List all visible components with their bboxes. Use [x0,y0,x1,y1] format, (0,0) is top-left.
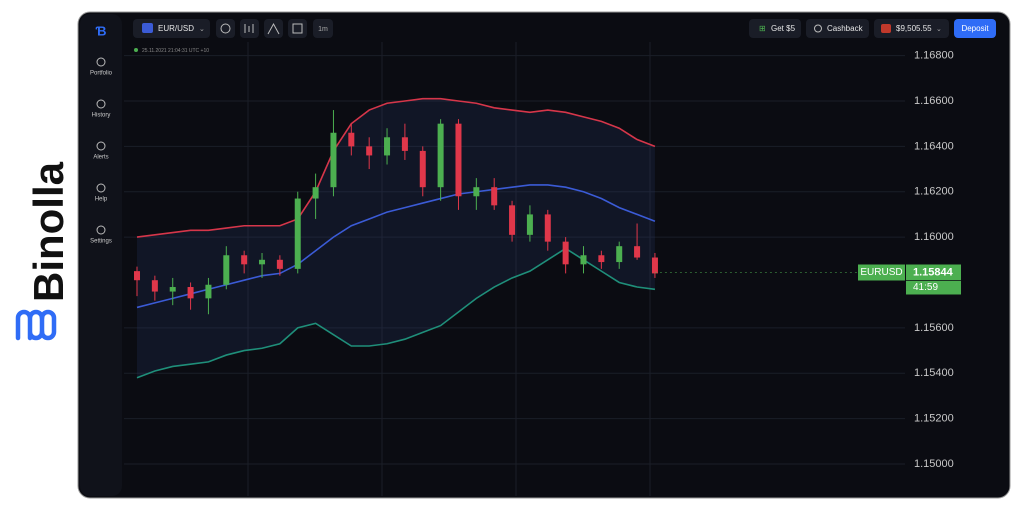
y-tick-label: 1.16000 [914,231,954,243]
dropdown-arrow: ⌄ [199,26,205,33]
candle-body [437,123,444,188]
candle-body [294,198,301,269]
info-icon [220,23,231,34]
live-dot [134,48,138,52]
candle-body [580,255,587,265]
candle-body [205,284,212,299]
candle-body [151,280,158,292]
flag-icon [142,23,153,33]
sidebar-label: Alerts [93,155,108,161]
deposit-button[interactable] [954,19,996,38]
candle-body [312,187,319,199]
sidebar-item[interactable]: Portfolio [90,57,113,77]
y-tick-label: 1.16600 [914,95,954,107]
pair-label: EUR/USD [158,24,194,33]
sidebar-icon [96,141,106,151]
sidebar-icon [96,225,106,235]
y-tick-label: 1.16400 [914,140,954,152]
sidebar-item[interactable]: Settings [90,225,112,245]
dropdown-arrow: ⌄ [936,26,942,33]
sidebar-label: Settings [90,239,112,245]
app-frame [77,11,1011,499]
sidebar [80,14,122,496]
candle-body [223,255,230,285]
deposit-label: Deposit [961,24,989,33]
vertical-grid [247,42,651,496]
sidebar-label: Portfolio [90,71,113,77]
y-tick-label: 1.15200 [914,413,954,425]
candle-body [401,137,408,151]
candle-body [384,137,391,156]
sidebar-icon [96,99,106,109]
candle-body [169,287,176,292]
price-tag [906,264,961,295]
candle-body [491,187,498,206]
y-tick-label: 1.15400 [914,367,954,379]
bonus-button[interactable] [749,19,801,38]
candle-body [455,123,462,197]
chart-type-button[interactable] [288,19,307,38]
timer-label: 41:59 [913,282,938,293]
candle-body [562,241,569,265]
indicators-icon [244,24,254,33]
candle-body [134,271,140,281]
candle-body [419,150,426,188]
cashback-icon [814,24,822,33]
candle-body [241,255,248,265]
sidebar-item[interactable]: Alerts [93,141,109,161]
y-tick-label: 1.15600 [914,322,954,334]
candle-body [509,205,516,235]
price-label: 1.15844 [913,266,954,278]
symbol-tag [858,264,905,281]
sidebar-icon [96,57,106,67]
brand-logo [15,309,57,341]
candle-body [651,257,658,274]
candle-body [259,259,266,265]
y-tick-label: 1.16200 [914,186,954,198]
gift-icon: ⊞ [759,24,766,33]
flag-icon [881,24,891,33]
drawing-icon [267,22,280,35]
candle-body [366,146,373,156]
chart-type-icon [292,23,303,34]
candle-body [276,259,283,269]
band-fill [137,98,655,378]
candle-body [616,246,623,263]
sidebar-item[interactable]: Help [95,183,108,203]
balance-label: $9,505.55 [896,24,932,33]
sidebar-label: History [92,113,111,119]
candle-body [473,187,480,197]
bonus-label: Get $5 [771,24,796,33]
cashback-label: Cashback [827,24,864,33]
symbol-label: EURUSD [860,267,902,278]
candle-body [634,246,641,258]
timeframe-label: 1m [318,26,328,33]
candle-body [598,255,605,263]
sidebar-item[interactable]: History [92,99,111,119]
band-line [136,184,656,309]
band-line [136,97,656,238]
y-tick-label: 1.16800 [914,50,954,62]
app-logo: Ɓ [96,23,107,38]
y-tick-label: 1.15000 [914,458,954,470]
cashback-button[interactable] [806,19,869,38]
candle-body [348,132,355,147]
brand: Binolla [25,161,72,302]
drawing-button[interactable] [264,19,283,38]
candle-body [187,287,194,299]
candle-body [526,214,533,235]
info-button[interactable] [216,19,235,38]
timestamp: 25.11.2021 21:04:31 UTC +10 [142,48,209,54]
sidebar-icon [96,183,106,193]
candle-body [330,132,337,188]
timeframe-button[interactable] [313,19,333,38]
balance-selector[interactable] [874,19,949,38]
sidebar-label: Help [95,197,108,203]
candle-body [544,214,551,242]
